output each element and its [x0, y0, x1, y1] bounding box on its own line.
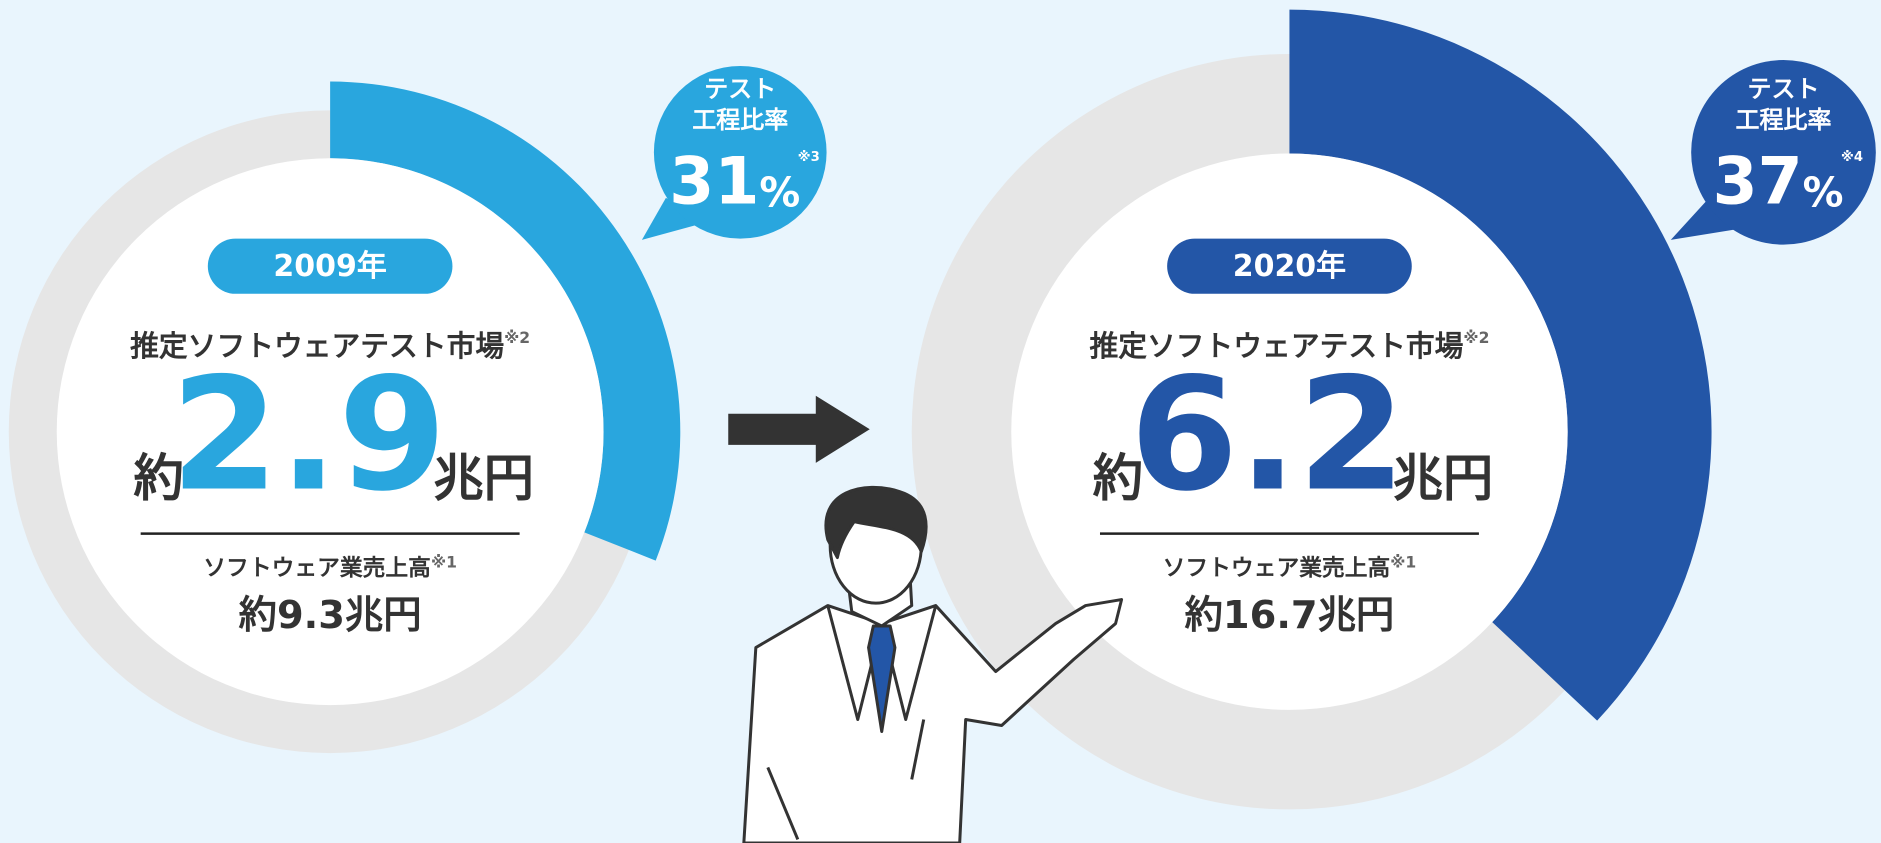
- share-value: 31: [669, 144, 759, 219]
- year-pill: [207, 238, 453, 294]
- market-label: 推定ソフトウェアテスト市場※2: [130, 329, 530, 363]
- market-label: 推定ソフトウェアテスト市場※2: [1089, 329, 1489, 363]
- market-note: ※2: [504, 329, 530, 347]
- bubble-tail: [1670, 197, 1746, 240]
- market-value: 2.9: [170, 344, 446, 526]
- year-pill: [1167, 238, 1412, 294]
- market-prefix: 約: [1093, 449, 1143, 508]
- sales-label: ソフトウェア業売上高※1: [1163, 553, 1417, 581]
- market-unit: 兆円: [1393, 449, 1494, 508]
- market-label-text: 推定ソフトウェアテスト市場: [1089, 329, 1463, 363]
- bubble-line2: 工程比率: [692, 106, 788, 134]
- market-note: ※2: [1463, 329, 1489, 347]
- donut-share: [330, 81, 681, 561]
- panels: 2009年推定ソフトウェアテスト市場※2約2.9兆円ソフトウェア業売上高※1約9…: [8, 9, 1876, 810]
- bubble-line1: テスト: [704, 75, 776, 103]
- share-unit: %: [1803, 168, 1844, 216]
- sales-value: 約9.3兆円: [239, 593, 422, 638]
- sales-label-text: ソフトウェア業売上高: [1163, 554, 1391, 581]
- share-note: ※3: [798, 149, 820, 165]
- year: 2020年: [1233, 249, 1346, 284]
- bubble-tail: [641, 197, 708, 240]
- sales-label-text: ソフトウェア業売上高: [203, 554, 431, 581]
- bubble: [653, 65, 827, 239]
- share-note: ※4: [1841, 149, 1863, 165]
- bubble-line2: 工程比率: [1736, 106, 1832, 134]
- share-value: 37: [1713, 144, 1803, 219]
- year: 2009年: [273, 249, 386, 284]
- bubble: [1691, 59, 1876, 245]
- donut-center: [56, 158, 604, 706]
- sales-value: 約16.7兆円: [1185, 593, 1395, 638]
- donut-share: [1289, 9, 1712, 721]
- market-value: 6.2: [1130, 344, 1406, 526]
- market-label-text: 推定ソフトウェアテスト市場: [130, 329, 504, 363]
- market-prefix: 約: [133, 449, 183, 508]
- sales-note: ※1: [431, 553, 457, 571]
- share-unit: %: [759, 168, 800, 216]
- bubble-line1: テスト: [1748, 75, 1820, 103]
- sales-note: ※1: [1390, 553, 1416, 571]
- sales-label: ソフトウェア業売上高※1: [203, 553, 457, 581]
- donut-center: [1011, 153, 1568, 710]
- market-unit: 兆円: [433, 449, 534, 508]
- arrow: [728, 395, 870, 463]
- person-illustration: [742, 485, 1124, 843]
